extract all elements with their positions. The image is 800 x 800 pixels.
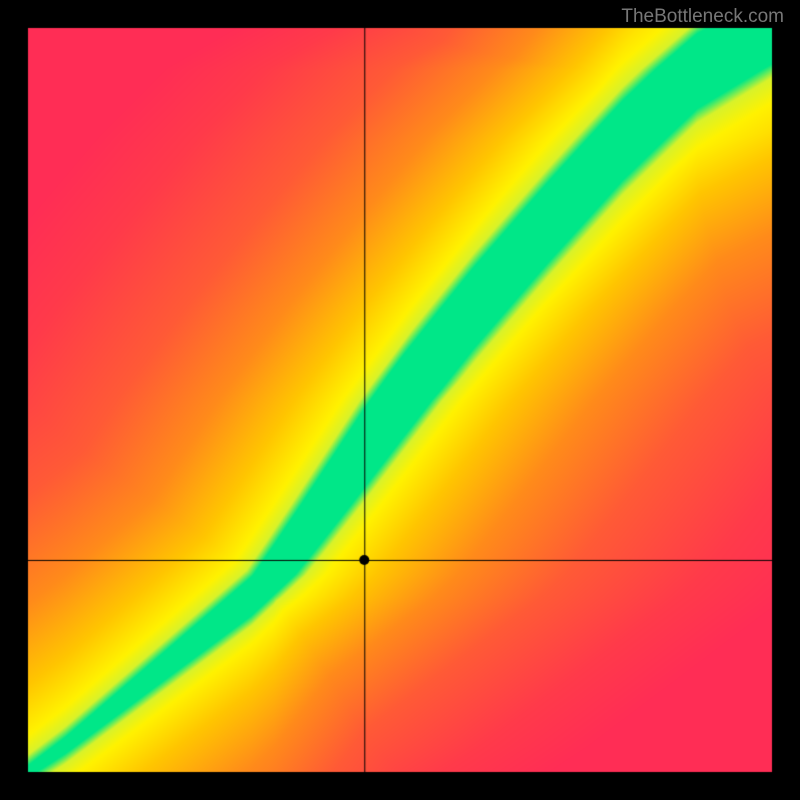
chart-container: TheBottleneck.com — [0, 0, 800, 800]
watermark-text: TheBottleneck.com — [621, 6, 784, 28]
bottleneck-heatmap — [0, 0, 800, 800]
